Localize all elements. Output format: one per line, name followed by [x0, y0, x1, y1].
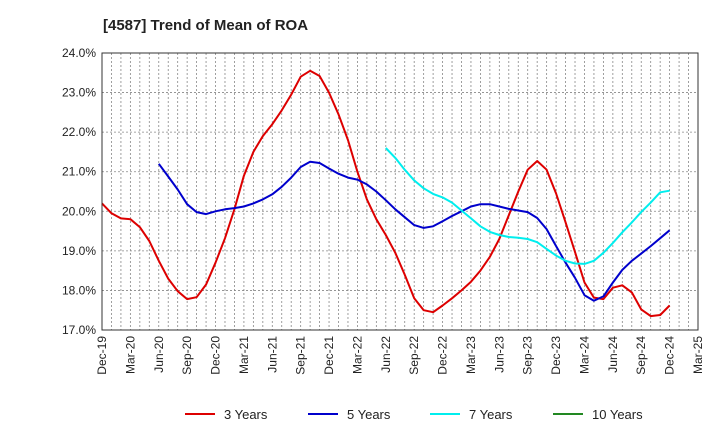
series-line-3 — [385, 147, 670, 265]
y-tick-label: 17.0% — [62, 323, 96, 337]
legend-label: 7 Years — [469, 407, 513, 422]
x-tick-label: Mar-21 — [237, 336, 251, 374]
x-axis: Dec-19 Mar-20 Jun-20 Sep-20 Dec-20 Mar-21 Jun-… — [95, 336, 705, 375]
series-line-1 — [101, 69, 671, 318]
plot-border — [101, 52, 699, 331]
x-tick-label: Jun-23 — [492, 336, 506, 373]
legend: 3 Years 5 Years 7 Years 10 Years — [185, 407, 643, 422]
x-tick-label: Mar-20 — [123, 336, 137, 374]
x-tick-label: Sep-24 — [634, 336, 648, 375]
y-tick-label: 24.0% — [62, 46, 96, 60]
y-tick-label: 19.0% — [62, 244, 96, 258]
x-tick-label: Dec-22 — [436, 336, 450, 375]
y-tick-label: 18.0% — [62, 283, 96, 297]
legend-label: 3 Years — [224, 407, 268, 422]
x-tick-label: Sep-21 — [294, 336, 308, 375]
x-tick-label: Dec-21 — [322, 336, 336, 375]
x-tick-label: Mar-25 — [691, 336, 705, 374]
x-tick-label: Jun-20 — [152, 336, 166, 373]
series-layer — [101, 69, 671, 318]
x-tick-label: Dec-20 — [209, 336, 223, 375]
y-tick-label: 23.0% — [62, 86, 96, 100]
x-tick-label: Mar-22 — [350, 336, 364, 374]
legend-label: 10 Years — [592, 407, 643, 422]
x-tick-label: Sep-20 — [180, 336, 194, 375]
y-tick-label: 22.0% — [62, 125, 96, 139]
y-tick-label: 21.0% — [62, 165, 96, 179]
y-axis: 17.0% 18.0% 19.0% 20.0% 21.0% 22.0% 23.0% 24.0% — [62, 46, 96, 337]
x-tick-label: Dec-19 — [95, 336, 109, 375]
x-tick-label: Jun-24 — [606, 336, 620, 373]
x-tick-label: Jun-21 — [265, 336, 279, 373]
x-tick-label: Dec-24 — [663, 336, 677, 375]
x-tick-label: Sep-23 — [521, 336, 535, 375]
plot-area — [102, 53, 698, 330]
legend-label: 5 Years — [347, 407, 391, 422]
x-tick-label: Sep-22 — [407, 336, 421, 375]
series-line-2 — [157, 160, 671, 302]
chart-title: [4587] Trend of Mean of ROA — [103, 17, 308, 34]
x-tick-label: Mar-24 — [577, 336, 591, 374]
x-tick-label: Mar-23 — [464, 336, 478, 374]
y-tick-label: 20.0% — [62, 204, 96, 218]
x-tick-label: Dec-23 — [549, 336, 563, 375]
x-tick-label: Jun-22 — [379, 336, 393, 373]
